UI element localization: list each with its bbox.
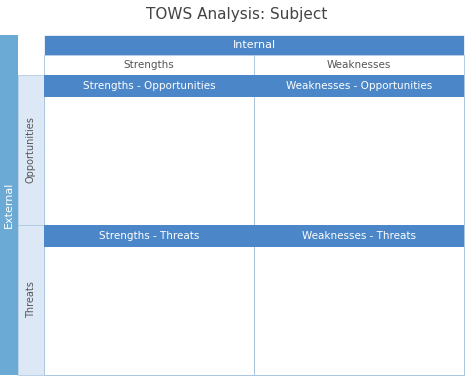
- Bar: [44, 55, 254, 75]
- Bar: [254, 75, 464, 225]
- Text: Strengths - Threats: Strengths - Threats: [99, 231, 199, 241]
- Text: Weaknesses: Weaknesses: [327, 60, 391, 70]
- Text: Strengths - Opportunities: Strengths - Opportunities: [82, 81, 215, 91]
- Bar: [0, 35, 18, 375]
- Bar: [44, 225, 254, 247]
- Bar: [44, 35, 464, 55]
- Text: Weaknesses - Threats: Weaknesses - Threats: [302, 231, 416, 241]
- Bar: [44, 75, 254, 97]
- Bar: [18, 75, 44, 225]
- Text: Threats: Threats: [26, 282, 36, 319]
- Text: Weaknesses - Opportunities: Weaknesses - Opportunities: [286, 81, 432, 91]
- Bar: [44, 75, 254, 225]
- Bar: [44, 225, 254, 375]
- Text: External: External: [4, 182, 14, 228]
- Bar: [254, 225, 464, 247]
- Bar: [254, 75, 464, 97]
- Text: TOWS Analysis: Subject: TOWS Analysis: Subject: [146, 6, 328, 21]
- Text: Strengths: Strengths: [124, 60, 174, 70]
- Bar: [18, 225, 44, 375]
- Bar: [254, 225, 464, 375]
- Text: Internal: Internal: [232, 40, 275, 50]
- Bar: [254, 55, 464, 75]
- Text: Opportunities: Opportunities: [26, 117, 36, 183]
